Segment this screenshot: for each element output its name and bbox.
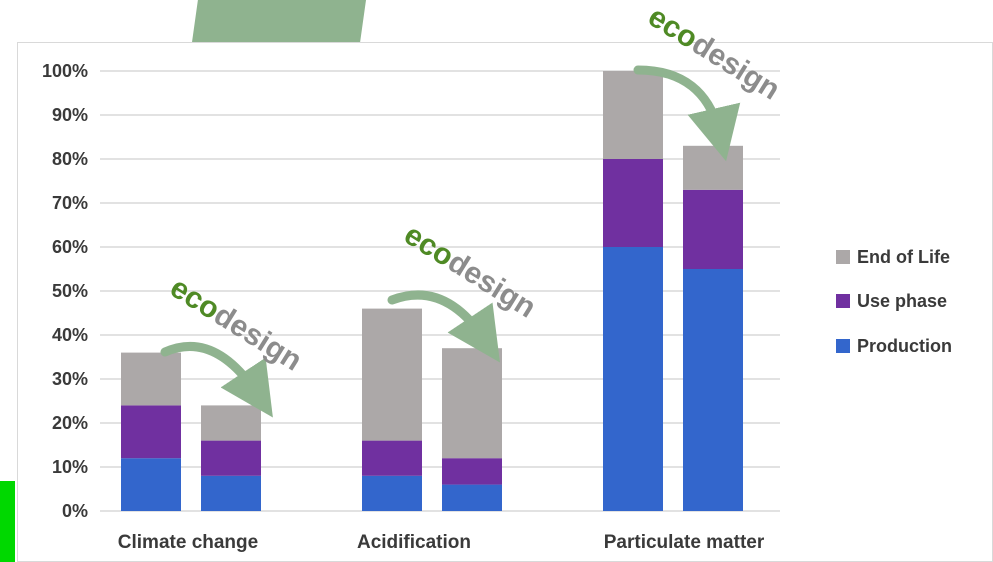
bar-use-phase [201, 440, 261, 476]
bar-use-phase [683, 189, 743, 269]
bar-end-of-life [683, 145, 743, 190]
y-tick-label: 90% [52, 105, 88, 125]
bar-end-of-life [362, 308, 422, 441]
design-text: design [208, 298, 307, 377]
legend-swatch [836, 339, 850, 353]
y-tick-label: 0% [62, 501, 88, 521]
y-tick-label: 60% [52, 237, 88, 257]
bar-use-phase [442, 458, 502, 485]
bar-production [201, 475, 261, 511]
bar-production [362, 475, 422, 511]
y-tick-label: 40% [52, 325, 88, 345]
y-axis-ticks: 0% 10% 20% 30% 40% 50% 60% 70% 80% 90% 100% [42, 61, 88, 521]
y-tick-label: 70% [52, 193, 88, 213]
legend-label: End of Life [857, 247, 950, 267]
legend-swatch [836, 250, 850, 264]
gridlines [100, 70, 780, 512]
bar-end-of-life [201, 405, 261, 441]
legend-label: Production [857, 336, 952, 356]
category-label: Climate change [118, 532, 258, 553]
bar-production [121, 458, 181, 511]
y-tick-label: 80% [52, 149, 88, 169]
bar-end-of-life [603, 71, 663, 159]
y-tick-label: 50% [52, 281, 88, 301]
y-tick-label: 10% [52, 457, 88, 477]
category-label: Particulate matter [604, 532, 765, 553]
bar-production [683, 269, 743, 511]
bars [121, 71, 743, 511]
y-tick-label: 30% [52, 369, 88, 389]
bar-production [442, 484, 502, 511]
legend: End of Life Use phase Production [836, 247, 952, 356]
curved-arrow-icon [160, 341, 273, 418]
x-axis-labels: Climate change Acidification Particulate m… [118, 532, 765, 553]
green-marker [0, 481, 15, 562]
legend-swatch [836, 294, 850, 308]
ecodesign-label: ecodesign [398, 218, 541, 325]
bar-end-of-life [442, 348, 502, 459]
curved-arrow-icon [633, 65, 741, 162]
curved-arrow-icon [387, 290, 500, 363]
y-tick-label: 20% [52, 413, 88, 433]
bar-use-phase [603, 159, 663, 247]
bar-production [603, 247, 663, 511]
ecodesign-label: ecodesign [642, 0, 785, 107]
bar-use-phase [121, 405, 181, 459]
bar-use-phase [362, 440, 422, 476]
y-tick-label: 100% [42, 61, 88, 81]
legend-label: Use phase [857, 291, 947, 311]
ecodesign-label: ecodesign [164, 271, 307, 378]
category-label: Acidification [357, 532, 471, 553]
bar-end-of-life [121, 352, 181, 406]
